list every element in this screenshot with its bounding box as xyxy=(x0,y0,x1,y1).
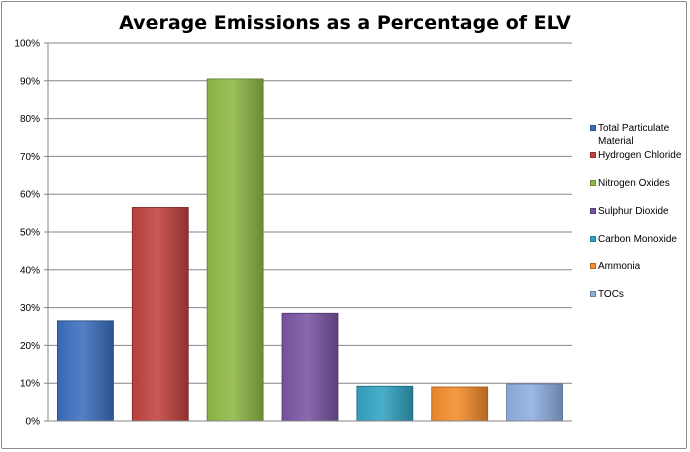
y-tick-label: 70% xyxy=(20,152,40,163)
legend-label: Ammonia xyxy=(598,261,641,272)
chart-title: Average Emissions as a Percentage of ELV xyxy=(119,12,571,34)
bar-carbon-monoxide xyxy=(356,385,414,422)
legend-label: Hydrogen Chloride xyxy=(598,150,682,161)
legend-swatch xyxy=(590,291,596,297)
y-tick-label: 10% xyxy=(20,379,40,390)
legend-swatch xyxy=(590,236,596,242)
y-tick-label: 100% xyxy=(14,39,40,50)
y-tick-label: 20% xyxy=(20,341,40,352)
legend-label: Nitrogen Oxides xyxy=(598,178,670,189)
bar-tocs xyxy=(506,383,563,422)
y-tick-label: 80% xyxy=(20,114,40,125)
legend-label: Sulphur Dioxide xyxy=(598,206,669,217)
legend-label: TOCs xyxy=(598,289,624,300)
y-tick-label: 50% xyxy=(20,228,40,239)
legend-label: Total Particulate Material xyxy=(598,123,670,147)
legend-label: Carbon Monoxide xyxy=(598,234,677,245)
legend-swatch xyxy=(590,152,596,158)
y-tick-label: 0% xyxy=(26,417,41,428)
bar-nitrogen-oxides xyxy=(206,78,264,422)
bar-ammonia xyxy=(431,386,489,422)
bar-sulphur-dioxide xyxy=(281,312,339,422)
legend-swatch xyxy=(590,208,596,214)
legend-swatch xyxy=(590,180,596,186)
legend-swatch xyxy=(590,125,596,131)
bar-total-particulate-material xyxy=(57,320,114,422)
y-tick-label: 90% xyxy=(20,76,40,87)
y-tick-label: 30% xyxy=(20,303,40,314)
y-tick-label: 40% xyxy=(20,265,40,276)
legend-swatch xyxy=(590,263,596,269)
y-tick-label: 60% xyxy=(20,190,40,201)
bar-hydrogen-chloride xyxy=(131,207,189,422)
